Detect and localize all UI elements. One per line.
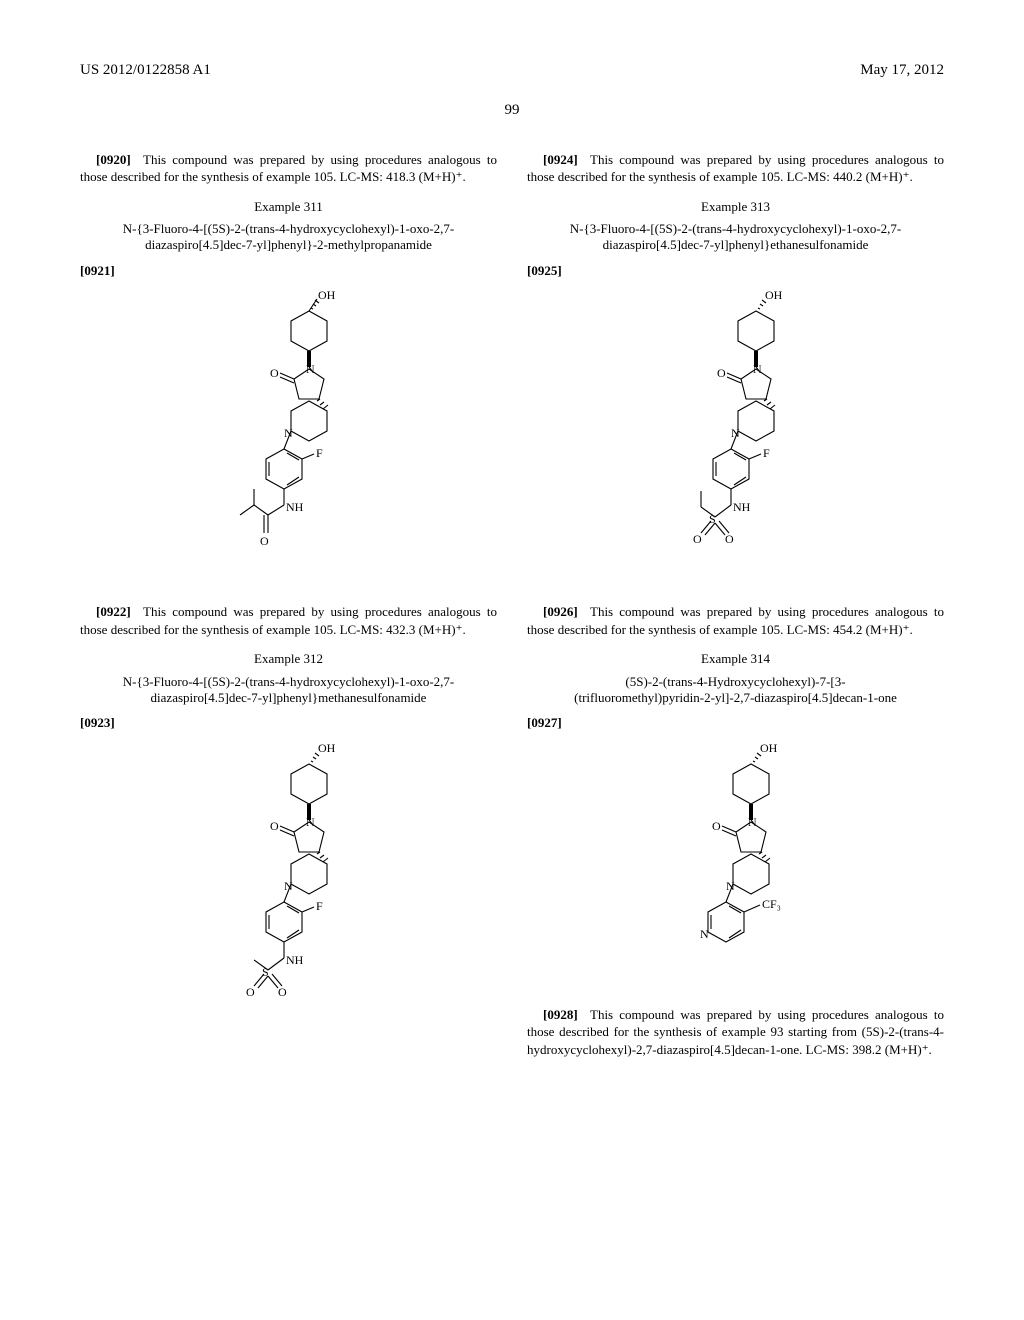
right-column: [0924] This compound was prepared by usi… bbox=[527, 151, 944, 1067]
example-312-title: N-{3-Fluoro-4-[(5S)-2-(trans-4-hydroxycy… bbox=[120, 674, 457, 707]
svg-text:O: O bbox=[270, 819, 279, 833]
para-ref: [0923] bbox=[80, 715, 115, 730]
para-text: This compound was prepared by using proc… bbox=[527, 1007, 944, 1057]
svg-text:F: F bbox=[316, 446, 323, 460]
svg-text:O: O bbox=[717, 366, 726, 380]
svg-text:F: F bbox=[763, 446, 770, 460]
para-ref: [0928] bbox=[543, 1007, 578, 1022]
para-ref: [0927] bbox=[527, 715, 562, 730]
para-0924: [0924] This compound was prepared by usi… bbox=[527, 151, 944, 186]
para-text: This compound was prepared by using proc… bbox=[80, 604, 497, 637]
svg-text:NH: NH bbox=[286, 500, 304, 514]
svg-text:NH: NH bbox=[733, 500, 751, 514]
page-number: 99 bbox=[80, 100, 944, 120]
example-311-title: N-{3-Fluoro-4-[(5S)-2-(trans-4-hydroxycy… bbox=[120, 221, 457, 254]
structure-311: OH O N N F NH O bbox=[80, 289, 497, 589]
svg-text:N: N bbox=[306, 815, 315, 829]
svg-text:OH: OH bbox=[318, 742, 336, 755]
para-0920: [0920] This compound was prepared by usi… bbox=[80, 151, 497, 186]
svg-text:S: S bbox=[709, 512, 716, 526]
svg-text:N: N bbox=[306, 362, 315, 376]
example-312-label: Example 312 bbox=[80, 650, 497, 668]
svg-text:N: N bbox=[284, 426, 293, 440]
para-text: This compound was prepared by using proc… bbox=[80, 152, 497, 185]
svg-text:OH: OH bbox=[765, 289, 783, 302]
para-text: This compound was prepared by using proc… bbox=[527, 152, 944, 185]
para-0925: [0925] bbox=[527, 262, 944, 280]
svg-text:NH: NH bbox=[286, 953, 304, 967]
svg-text:O: O bbox=[725, 532, 734, 546]
structure-314: OH O N N N CF₃ bbox=[527, 742, 944, 992]
para-0921: [0921] bbox=[80, 262, 497, 280]
svg-text:N: N bbox=[700, 927, 709, 941]
para-ref: [0924] bbox=[543, 152, 578, 167]
svg-text:N: N bbox=[748, 815, 757, 829]
para-0923: [0923] bbox=[80, 714, 497, 732]
para-text: This compound was prepared by using proc… bbox=[527, 604, 944, 637]
publication-date: May 17, 2012 bbox=[860, 60, 944, 80]
para-0928: [0928] This compound was prepared by usi… bbox=[527, 1006, 944, 1059]
para-0927: [0927] bbox=[527, 714, 944, 732]
para-ref: [0920] bbox=[96, 152, 131, 167]
structure-313: OH O N N F NH S O O bbox=[527, 289, 944, 589]
svg-text:OH: OH bbox=[318, 289, 336, 302]
para-ref: [0926] bbox=[543, 604, 578, 619]
para-0926: [0926] This compound was prepared by usi… bbox=[527, 603, 944, 638]
svg-text:O: O bbox=[270, 366, 279, 380]
svg-text:O: O bbox=[278, 985, 287, 999]
left-column: [0920] This compound was prepared by usi… bbox=[80, 151, 497, 1067]
svg-text:O: O bbox=[246, 985, 255, 999]
example-314-label: Example 314 bbox=[527, 650, 944, 668]
svg-text:N: N bbox=[731, 426, 740, 440]
para-ref: [0925] bbox=[527, 263, 562, 278]
para-ref: [0922] bbox=[96, 604, 131, 619]
para-0922: [0922] This compound was prepared by usi… bbox=[80, 603, 497, 638]
svg-text:O: O bbox=[260, 534, 269, 548]
svg-text:F: F bbox=[316, 899, 323, 913]
svg-text:S: S bbox=[262, 965, 269, 979]
structure-312: OH O N N F NH S O O bbox=[80, 742, 497, 1042]
svg-text:O: O bbox=[712, 819, 721, 833]
para-ref: [0921] bbox=[80, 263, 115, 278]
svg-text:OH: OH bbox=[760, 742, 778, 755]
svg-text:CF₃: CF₃ bbox=[762, 897, 781, 911]
example-313-title: N-{3-Fluoro-4-[(5S)-2-(trans-4-hydroxycy… bbox=[567, 221, 904, 254]
svg-text:N: N bbox=[753, 362, 762, 376]
svg-text:N: N bbox=[726, 879, 735, 893]
publication-number: US 2012/0122858 A1 bbox=[80, 60, 211, 80]
svg-text:O: O bbox=[693, 532, 702, 546]
svg-text:N: N bbox=[284, 879, 293, 893]
example-311-label: Example 311 bbox=[80, 198, 497, 216]
example-313-label: Example 313 bbox=[527, 198, 944, 216]
example-314-title: (5S)-2-(trans-4-Hydroxycyclohexyl)-7-[3-… bbox=[567, 674, 904, 707]
